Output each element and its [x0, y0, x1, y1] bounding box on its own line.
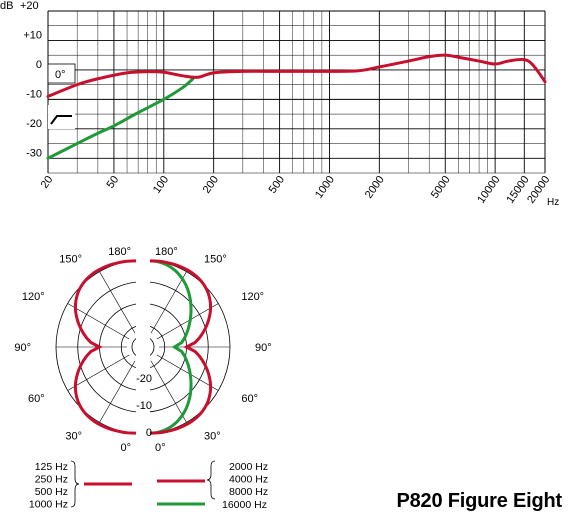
- polar-angle-label-left: 150°: [59, 254, 82, 266]
- polar-angle-label-right: 180°: [155, 246, 178, 258]
- frequency-y-tick-labels: +20 +10 0 -10 -20 -30: [20, 0, 42, 159]
- polar-series: [73, 259, 213, 435]
- polar-angle-label-right: 60°: [241, 393, 258, 405]
- legend-label-low: 250 Hz: [35, 474, 68, 486]
- polar-angle-label-left: 180°: [108, 246, 131, 258]
- polar-angle-label-right: 120°: [241, 291, 264, 303]
- polar-curve-red-left: [73, 259, 137, 435]
- legend-label-mid: 4000 Hz: [229, 474, 268, 486]
- polar-angle-label-left: 0°: [120, 442, 131, 454]
- polar-pattern-chart: 180° 180° 150° 150° 120° 120° 90° 90° 60° 60° 30° 3…: [14, 246, 271, 454]
- x-tick-label: 200: [201, 174, 221, 196]
- legend-right-brace: [206, 460, 216, 500]
- response-curve-green: [46, 77, 195, 160]
- response-curve-red: [46, 53, 547, 98]
- x-tick-label: 10000: [475, 174, 502, 206]
- y-tick-label: +20: [20, 0, 39, 12]
- x-tick-label: 5000: [429, 174, 453, 201]
- frequency-response-chart: 20 50 100 200 500 1000 2000 5000 10000 1500020000…: [0, 0, 559, 208]
- polar-grid-spoke: [150, 360, 187, 423]
- polar-radial-tick-label: 0: [146, 427, 152, 439]
- polar-grid-spoke: [156, 354, 219, 391]
- polar-angle-label-right: 0°: [155, 442, 166, 454]
- y-tick-label: -10: [26, 88, 42, 100]
- y-unit-label: dB: [0, 0, 13, 12]
- polar-grid-spoke: [99, 360, 136, 423]
- legend-label-mid: 2000 Hz: [229, 461, 268, 473]
- polar-curve-green-right: [149, 259, 193, 435]
- polar-angle-label-right: 30°: [204, 430, 221, 442]
- x-tick-label: 500: [267, 174, 287, 196]
- x-tick-label: 20: [39, 174, 56, 191]
- y-tick-label: +10: [23, 29, 42, 41]
- polar-grid-spoke: [67, 303, 130, 340]
- legend-label-low: 125 Hz: [35, 461, 68, 473]
- frequency-series: [46, 53, 547, 160]
- y-tick-label: 0: [36, 59, 42, 71]
- polar-grid-spoke: [99, 271, 136, 334]
- legend-left-brace: [70, 460, 80, 508]
- polar-angle-label-left: 120°: [22, 291, 45, 303]
- x-tick-label: 1000: [313, 174, 337, 201]
- x-tick-label: 2000: [363, 174, 387, 201]
- polar-grid-spoke: [150, 271, 187, 334]
- polar-grid-spoke: [156, 303, 219, 340]
- polar-angle-label-right: 90°: [255, 342, 272, 354]
- legend-label-low: 1000 Hz: [29, 499, 68, 511]
- polar-radial-tick-label: -10: [136, 400, 152, 412]
- polar-angle-label-left: 90°: [14, 342, 31, 354]
- polar-grid: [55, 254, 231, 440]
- polar-angle-label-left: 60°: [28, 393, 45, 405]
- product-title: P820 Figure Eight: [396, 490, 562, 512]
- polar-grid-spoke: [67, 354, 130, 391]
- legend-label-low: 500 Hz: [35, 486, 68, 498]
- polar-angle-label-right: 150°: [204, 254, 227, 266]
- legend-label-mid: 8000 Hz: [229, 486, 268, 498]
- polar-curve-red-right: [149, 259, 213, 435]
- zero-degree-annotation: 0°: [55, 69, 66, 81]
- legend-label-high: 16000 Hz: [222, 499, 267, 511]
- x-unit-label: Hz: [547, 197, 559, 208]
- frequency-grid: [47, 10, 546, 174]
- highpass-filter-icon: [48, 105, 75, 129]
- polar-radial-tick-label: -20: [136, 373, 152, 385]
- polar-split-gap: [136, 254, 150, 440]
- y-tick-label: -20: [26, 118, 42, 130]
- x-tick-label: 100: [151, 174, 171, 196]
- x-tick-label: 50: [105, 174, 122, 191]
- polar-angle-label-left: 30°: [65, 430, 82, 442]
- zero-degree-annotation-box: 0°: [47, 63, 76, 84]
- polar-angle-labels: 180° 180° 150° 150° 120° 120° 90° 90° 60° 60° 30° 3…: [14, 246, 271, 454]
- y-tick-label: -30: [26, 147, 42, 159]
